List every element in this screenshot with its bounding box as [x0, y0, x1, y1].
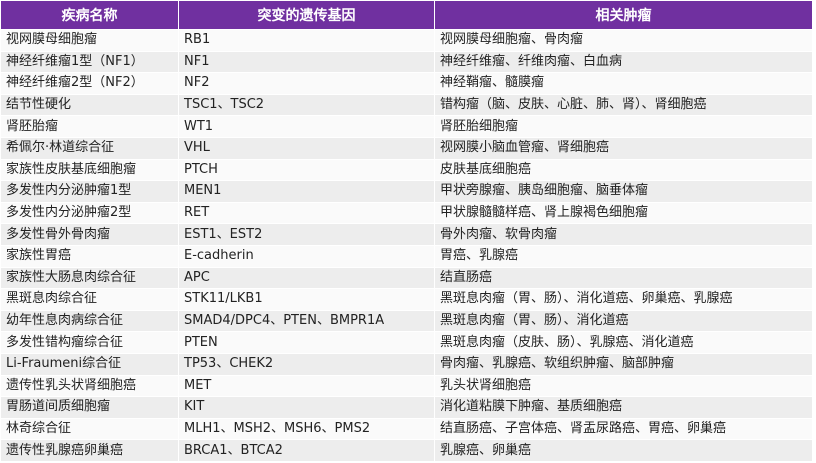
- table-body: 视网膜母细胞瘤 RB1 视网膜母细胞瘤、骨肉瘤 神经纤维瘤1型（NF1） NF1 神经纤维…: [0, 29, 813, 462]
- table-cell: 黑斑息肉综合征: [0, 288, 179, 311]
- table-row: 黑斑息肉综合征 STK11/LKB1 黑斑息肉瘤（胃、肠）、消化道癌、卵巢癌、乳腺癌: [0, 288, 813, 311]
- table-row: 多发性错构瘤综合征 PTEN 黑斑息肉瘤（皮肤、肠）、乳腺癌、消化道癌: [0, 331, 813, 354]
- table-cell: 多发性内分泌肿瘤2型: [0, 201, 179, 225]
- table-cell: NF2: [178, 72, 435, 95]
- table-cell: 多发性错构瘤综合征: [0, 331, 179, 354]
- table-cell: MET: [178, 374, 435, 398]
- table-cell: 肾胚胎细胞瘤: [434, 115, 813, 138]
- table-cell: 乳腺癌、卵巢癌: [434, 439, 813, 462]
- table-row: 胃肠道间质细胞瘤 KIT 消化道粘膜下肿瘤、基质细胞癌: [0, 396, 813, 419]
- table-cell: 骨肉瘤、乳腺癌、软组织肿瘤、脑部肿瘤: [434, 352, 813, 376]
- table-row: 结节性硬化 TSC1、TSC2 错构瘤（脑、皮肤、心脏、肺、肾）、肾细胞癌: [0, 93, 813, 117]
- table-cell: 神经纤维瘤、纤维肉瘤、白血病: [434, 50, 813, 74]
- table-cell: TSC1、TSC2: [178, 93, 435, 117]
- table-cell: 胃肠道间质细胞瘤: [0, 396, 179, 419]
- table-row: 多发性内分泌肿瘤1型 MEN1 甲状旁腺瘤、胰岛细胞瘤、脑垂体瘤: [0, 180, 813, 203]
- table-cell: 视网膜母细胞瘤、骨肉瘤: [434, 29, 813, 52]
- table-cell: 甲状旁腺瘤、胰岛细胞瘤、脑垂体瘤: [434, 180, 813, 203]
- table-row: 视网膜母细胞瘤 RB1 视网膜母细胞瘤、骨肉瘤: [0, 29, 813, 52]
- table-cell: Li-Fraumeni综合征: [0, 352, 179, 376]
- table-cell: 家族性皮肤基底细胞瘤: [0, 158, 179, 182]
- table-cell: 神经鞘瘤、髓膜瘤: [434, 72, 813, 95]
- table-cell: TP53、CHEK2: [178, 352, 435, 376]
- table-cell: 遗传性乳头状肾细胞癌: [0, 374, 179, 398]
- table-cell: APC: [178, 266, 435, 290]
- table-row: 家族性皮肤基底细胞瘤 PTCH 皮肤基底细胞癌: [0, 158, 813, 182]
- table-cell: 结直肠癌: [434, 266, 813, 290]
- table-row: Li-Fraumeni综合征 TP53、CHEK2 骨肉瘤、乳腺癌、软组织肿瘤、脑部…: [0, 352, 813, 376]
- table-cell: KIT: [178, 396, 435, 419]
- table-cell: 幼年性息肉病综合征: [0, 309, 179, 333]
- table-cell: 多发性骨外骨肉瘤: [0, 223, 179, 246]
- table-cell: 视网膜母细胞瘤: [0, 29, 179, 52]
- table-row: 肾胚胎瘤 WT1 肾胚胎细胞瘤: [0, 115, 813, 138]
- table-cell: PTEN: [178, 331, 435, 354]
- table-cell: E-cadherin: [178, 244, 435, 268]
- table-cell: 林奇综合征: [0, 417, 179, 441]
- table-cell: BRCA1、BTCA2: [178, 439, 435, 462]
- table-row: 家族性大肠息肉综合征 APC 结直肠癌: [0, 266, 813, 290]
- table-row: 希佩尔·林道综合征 VHL 视网膜小脑血管瘤、肾细胞癌: [0, 136, 813, 160]
- table-cell: 骨外肉瘤、软骨肉瘤: [434, 223, 813, 246]
- table-cell: 视网膜小脑血管瘤、肾细胞癌: [434, 136, 813, 160]
- table-cell: EST1、EST2: [178, 223, 435, 246]
- table-cell: 胃癌、乳腺癌: [434, 244, 813, 268]
- table-row: 神经纤维瘤1型（NF1） NF1 神经纤维瘤、纤维肉瘤、白血病: [0, 50, 813, 74]
- table-cell: 神经纤维瘤2型（NF2）: [0, 72, 179, 95]
- table-row: 遗传性乳腺癌卵巢癌 BRCA1、BTCA2 乳腺癌、卵巢癌: [0, 439, 813, 462]
- table-cell: NF1: [178, 50, 435, 74]
- table-cell: 多发性内分泌肿瘤1型: [0, 180, 179, 203]
- table-cell: 乳头状肾细胞癌: [434, 374, 813, 398]
- header-cell: 突变的遗传基因: [178, 0, 435, 30]
- table-cell: 家族性胃癌: [0, 244, 179, 268]
- table-cell: 结直肠癌、子宫体癌、肾盂尿路癌、胃癌、卵巢癌: [434, 417, 813, 441]
- table-cell: 肾胚胎瘤: [0, 115, 179, 138]
- table-row: 多发性骨外骨肉瘤 EST1、EST2 骨外肉瘤、软骨肉瘤: [0, 223, 813, 246]
- table-cell: VHL: [178, 136, 435, 160]
- table-cell: 黑斑息肉瘤（胃、肠）、消化道癌、卵巢癌、乳腺癌: [434, 288, 813, 311]
- table-cell: RET: [178, 201, 435, 225]
- header-row: 疾病名称 突变的遗传基因 相关肿瘤: [0, 0, 813, 30]
- table-cell: 错构瘤（脑、皮肤、心脏、肺、肾）、肾细胞癌: [434, 93, 813, 117]
- table-cell: STK11/LKB1: [178, 288, 435, 311]
- table-row: 遗传性乳头状肾细胞癌 MET 乳头状肾细胞癌: [0, 374, 813, 398]
- table-row: 家族性胃癌 E-cadherin 胃癌、乳腺癌: [0, 244, 813, 268]
- table-cell: WT1: [178, 115, 435, 138]
- table-row: 多发性内分泌肿瘤2型 RET 甲状腺髓髓样癌、肾上腺褐色细胞瘤: [0, 201, 813, 225]
- table-cell: RB1: [178, 29, 435, 52]
- table-cell: 黑斑息肉瘤（胃、肠）、消化道癌: [434, 309, 813, 333]
- table-row: 神经纤维瘤2型（NF2） NF2 神经鞘瘤、髓膜瘤: [0, 72, 813, 95]
- table-cell: 遗传性乳腺癌卵巢癌: [0, 439, 179, 462]
- table-cell: PTCH: [178, 158, 435, 182]
- table-row: 林奇综合征 MLH1、MSH2、MSH6、PMS2 结直肠癌、子宫体癌、肾盂尿路癌、…: [0, 417, 813, 441]
- header-cell: 相关肿瘤: [434, 0, 813, 30]
- table-cell: MLH1、MSH2、MSH6、PMS2: [178, 417, 435, 441]
- table-cell: 神经纤维瘤1型（NF1）: [0, 50, 179, 74]
- table-cell: 结节性硬化: [0, 93, 179, 117]
- table-cell: 家族性大肠息肉综合征: [0, 266, 179, 290]
- table-cell: 希佩尔·林道综合征: [0, 136, 179, 160]
- table-cell: 皮肤基底细胞癌: [434, 158, 813, 182]
- table-cell: MEN1: [178, 180, 435, 203]
- table-cell: 消化道粘膜下肿瘤、基质细胞癌: [434, 396, 813, 419]
- table-cell: SMAD4/DPC4、PTEN、BMPR1A: [178, 309, 435, 333]
- header-cell: 疾病名称: [0, 0, 179, 30]
- table-row: 幼年性息肉病综合征 SMAD4/DPC4、PTEN、BMPR1A 黑斑息肉瘤（胃、肠…: [0, 309, 813, 333]
- table-cell: 黑斑息肉瘤（皮肤、肠）、乳腺癌、消化道癌: [434, 331, 813, 354]
- table-cell: 甲状腺髓髓样癌、肾上腺褐色细胞瘤: [434, 201, 813, 225]
